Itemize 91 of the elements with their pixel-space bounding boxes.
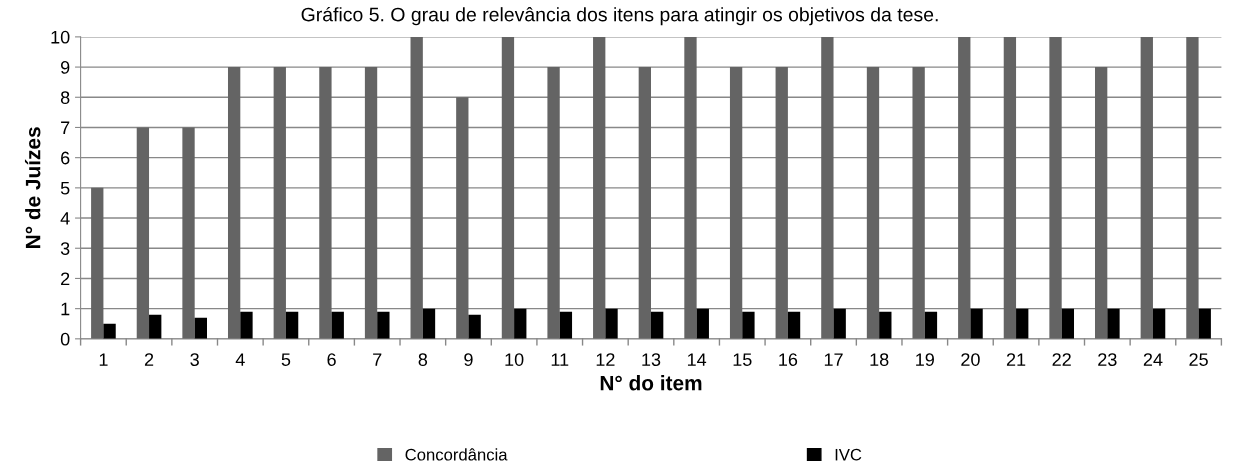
x-tick-label: 23 <box>1098 353 1117 366</box>
x-tick-label: 14 <box>687 353 707 366</box>
chart-title: Gráfico 5. O grau de relevância dos itens para atingir os objetivos da tese. <box>301 6 938 26</box>
bar <box>1095 67 1108 339</box>
y-tick-label: 5 <box>60 181 70 195</box>
bar <box>1152 308 1166 339</box>
x-tick-label: 16 <box>779 353 798 366</box>
bar <box>1186 36 1199 339</box>
bar <box>879 311 892 339</box>
x-tick-label: 24 <box>1143 353 1163 366</box>
x-tick-label: 7 <box>373 353 382 366</box>
x-tick-label: 5 <box>281 353 291 366</box>
bar <box>194 317 207 339</box>
y-tick-label: 3 <box>60 242 70 255</box>
bar <box>638 67 651 339</box>
x-tick-label: 10 <box>505 353 524 366</box>
x-tick-label: 18 <box>870 353 889 366</box>
bar <box>319 67 332 339</box>
bar <box>240 311 253 339</box>
bar <box>787 311 801 339</box>
x-tick-label: 17 <box>824 353 843 366</box>
x-tick-label: 2 <box>144 353 154 366</box>
bar <box>651 311 664 339</box>
bar <box>456 97 469 339</box>
legend-label: IVC <box>835 448 862 461</box>
bar <box>1016 308 1029 339</box>
x-tick-label: 25 <box>1189 353 1208 366</box>
bar <box>410 36 423 339</box>
y-tick-label: 10 <box>51 30 70 44</box>
x-tick-label: 9 <box>464 353 473 366</box>
bar <box>684 36 697 339</box>
y-tick-label: 9 <box>60 61 70 74</box>
x-tick-label: 15 <box>733 353 752 366</box>
bar <box>833 308 846 339</box>
bar <box>331 311 344 339</box>
bar <box>696 308 709 339</box>
bar <box>273 67 286 339</box>
x-tick-label: 3 <box>190 353 199 366</box>
x-tick-label: 8 <box>418 353 428 366</box>
x-tick-label: 19 <box>916 353 934 366</box>
bar <box>149 314 162 339</box>
bar <box>1107 308 1120 339</box>
x-tick-label: 6 <box>327 353 336 366</box>
x-axis-title: N° do item <box>600 375 702 391</box>
bar <box>924 311 938 339</box>
bar <box>593 36 606 339</box>
bar <box>285 311 299 339</box>
bar <box>364 67 378 339</box>
bar <box>729 67 743 339</box>
y-tick-label: 1 <box>61 302 70 316</box>
bar <box>958 36 971 339</box>
bar <box>136 127 150 339</box>
x-tick-label: 4 <box>235 353 245 366</box>
bar <box>1140 36 1153 339</box>
x-tick-label: 22 <box>1052 353 1071 366</box>
bar <box>182 127 195 339</box>
bar <box>821 36 834 339</box>
bar <box>227 67 241 339</box>
bar <box>103 323 116 339</box>
bar <box>468 314 481 339</box>
legend-label: Concordância <box>405 448 508 461</box>
x-tick-label: 1 <box>99 353 108 366</box>
bar <box>514 308 527 339</box>
bar <box>866 67 880 339</box>
x-tick-label: 21 <box>1006 353 1026 366</box>
bar <box>377 311 390 339</box>
y-tick-label: 6 <box>61 151 70 165</box>
y-tick-label: 7 <box>61 121 70 135</box>
bar <box>1198 308 1211 339</box>
bar <box>547 67 560 339</box>
bar <box>1061 308 1075 339</box>
bar <box>605 308 618 339</box>
x-tick-label: 13 <box>642 353 661 366</box>
y-tick-label: 0 <box>60 332 70 346</box>
bar <box>422 308 436 339</box>
bar <box>91 187 104 339</box>
bar <box>775 67 788 339</box>
y-axis-title: N° de Juízes <box>24 127 41 248</box>
y-tick-label: 4 <box>60 212 70 225</box>
bar <box>559 311 573 339</box>
bar <box>1049 36 1062 339</box>
y-tick-label: 8 <box>60 91 70 104</box>
bar <box>742 311 755 339</box>
bar <box>912 67 925 339</box>
x-tick-label: 11 <box>551 353 569 366</box>
bar <box>501 36 515 339</box>
bar <box>1003 36 1017 339</box>
bar <box>970 308 983 339</box>
x-tick-label: 12 <box>596 353 615 366</box>
y-tick-label: 2 <box>61 272 70 285</box>
x-tick-label: 20 <box>961 353 980 366</box>
